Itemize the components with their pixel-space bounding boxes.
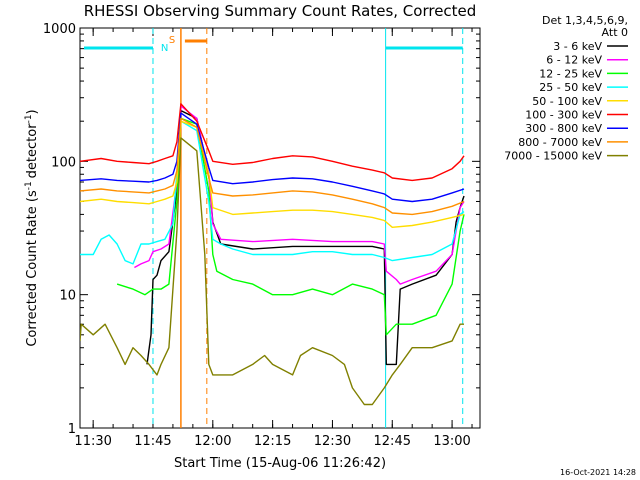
chart-title: RHESSI Observing Summary Count Rates, Co… (84, 2, 477, 20)
y-tick-label: 100 (51, 155, 76, 170)
legend-label: 50 - 100 keV (532, 95, 602, 108)
y-axis-label: Corrected Count Rate (s-1detector-1) (24, 109, 40, 346)
legend-label: 3 - 6 keV (553, 40, 602, 53)
y-tick-label: 10 (59, 289, 76, 304)
legend-label: 100 - 300 keV (525, 109, 602, 122)
series-line-5 (80, 103, 465, 182)
series-line-7 (80, 117, 465, 216)
plot-area: 1 10 100 1000 11:30 11:45 12:00 12:15 12:30 12:45… (43, 22, 481, 449)
series-line-6 (80, 112, 465, 203)
series-line-0 (146, 109, 465, 366)
legend-header-line: Det 1,3,4,5,6,9, (542, 14, 628, 27)
x-tick-label: 11:30 (74, 434, 111, 449)
y-tick-label: 1000 (43, 22, 76, 37)
legend-label: 300 - 800 keV (525, 122, 602, 135)
series-line-1 (134, 105, 465, 285)
series-line-8 (80, 137, 464, 406)
series-group (80, 28, 465, 428)
y-axis-label-close: ) (25, 109, 40, 114)
legend-label: 12 - 25 keV (539, 67, 602, 80)
x-tick-label: 12:00 (194, 434, 231, 449)
x-tick-label: 12:45 (374, 434, 411, 449)
y-tick-label: 1 (68, 422, 76, 437)
y-axis-label-sup-a: -1 (24, 181, 34, 190)
marker-label-s: S (169, 35, 175, 46)
x-tick-label: 11:45 (134, 434, 171, 449)
y-axis-label-text: Corrected Count Rate (s (25, 190, 40, 347)
legend-label: 6 - 12 keV (546, 54, 602, 67)
x-tick-label: 13:00 (433, 434, 470, 449)
legend-label: 25 - 50 keV (539, 81, 602, 94)
x-tick-label: 12:15 (254, 434, 291, 449)
marker-label-n: N (161, 43, 168, 54)
legend-header-line: Att 0 (602, 26, 628, 39)
legend-label: 7000 - 15000 keV (504, 150, 602, 163)
y-axis-label-unit: detector (25, 123, 40, 179)
legend-label: 800 - 7000 keV (518, 136, 602, 149)
y-axis-label-sup-b: -1 (24, 114, 34, 123)
series-line-4 (80, 120, 465, 229)
plot-frame (79, 27, 481, 429)
series-line-2 (116, 117, 465, 336)
series-line-3 (80, 120, 465, 265)
x-tick-label: 12:30 (314, 434, 351, 449)
x-axis-label: Start Time (15-Aug-06 11:26:42) (174, 456, 386, 471)
footer-timestamp: 16-Oct-2021 14:28 (560, 468, 636, 477)
